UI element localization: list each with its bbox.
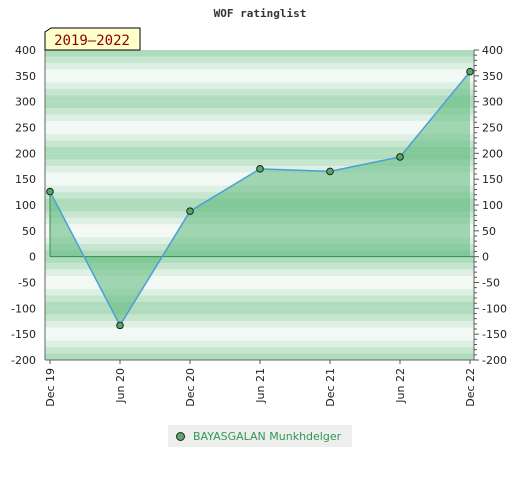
y-tick-label-left: -50	[18, 277, 36, 290]
y-tick-label-right: 50	[482, 225, 496, 238]
y-tick-label-right: 200	[482, 147, 503, 160]
y-tick-label-right: -100	[482, 302, 507, 315]
y-tick-label-right: -50	[482, 277, 500, 290]
y-tick-label-right: -150	[482, 328, 507, 341]
data-point	[116, 321, 124, 330]
axes	[44, 49, 479, 364]
legend-series-label: BAYASGALAN Munkhdelger	[193, 429, 342, 443]
y-tick-label-left: -150	[11, 328, 36, 341]
legend-marker-icon	[176, 431, 185, 441]
y-tick-label-right: 100	[482, 199, 503, 212]
y-tick-label-left: 400	[15, 44, 36, 57]
y-tick-label-left: 300	[15, 96, 36, 109]
y-tick-label-left: 350	[15, 70, 36, 83]
series-area-fill	[50, 71, 470, 326]
x-tick-label: Dec 19	[44, 368, 57, 407]
y-tick-label-right: 350	[482, 70, 503, 83]
data-point	[46, 187, 54, 196]
y-tick-label-left: 250	[15, 122, 36, 135]
x-tick-label: Dec 20	[184, 368, 197, 407]
data-markers	[46, 67, 474, 330]
y-tick-label-right: -200	[482, 354, 507, 367]
legend: BAYASGALAN Munkhdelger	[168, 425, 352, 447]
right-y-tick-labels: 400 350 300 250 200 150 100 50 0 -50 -100 -150 -200	[482, 44, 507, 367]
y-tick-label-left: -100	[11, 302, 36, 315]
data-point	[326, 167, 334, 176]
left-y-tick-labels: 400 350 300 250 200 150 100 50 0 -50 -100 -150 -200	[11, 44, 36, 367]
period-badge-text: 2019–2022	[54, 33, 130, 49]
x-tick-label: Jun 20	[114, 368, 127, 404]
x-tick-label: Jun 22	[394, 368, 407, 404]
x-tick-labels: Dec 19 Jun 20 Dec 20 Jun 21 Dec 21 Jun 22 Dec …	[44, 368, 477, 407]
period-badge: 2019–2022	[44, 27, 141, 51]
chart-title: WOF ratinglist	[214, 7, 307, 20]
y-tick-label-left: 100	[15, 199, 36, 212]
y-tick-label-right: 0	[482, 251, 489, 264]
data-point	[466, 67, 474, 76]
y-tick-label-left: 50	[22, 225, 36, 238]
y-tick-label-left: 150	[15, 173, 36, 186]
y-tick-label-right: 300	[482, 96, 503, 109]
y-tick-label-left: 200	[15, 147, 36, 160]
data-point	[256, 165, 264, 173]
y-tick-label-left: -200	[11, 354, 36, 367]
x-tick-label: Jun 21	[254, 368, 267, 404]
y-tick-label-right: 150	[482, 173, 503, 186]
y-tick-label-right: 250	[482, 122, 503, 135]
y-tick-label-left: 0	[29, 251, 36, 264]
x-tick-label: Dec 21	[324, 368, 337, 407]
data-point	[186, 207, 194, 215]
x-tick-label: Dec 22	[464, 368, 477, 407]
data-point	[396, 153, 404, 161]
y-tick-label-right: 400	[482, 44, 503, 57]
